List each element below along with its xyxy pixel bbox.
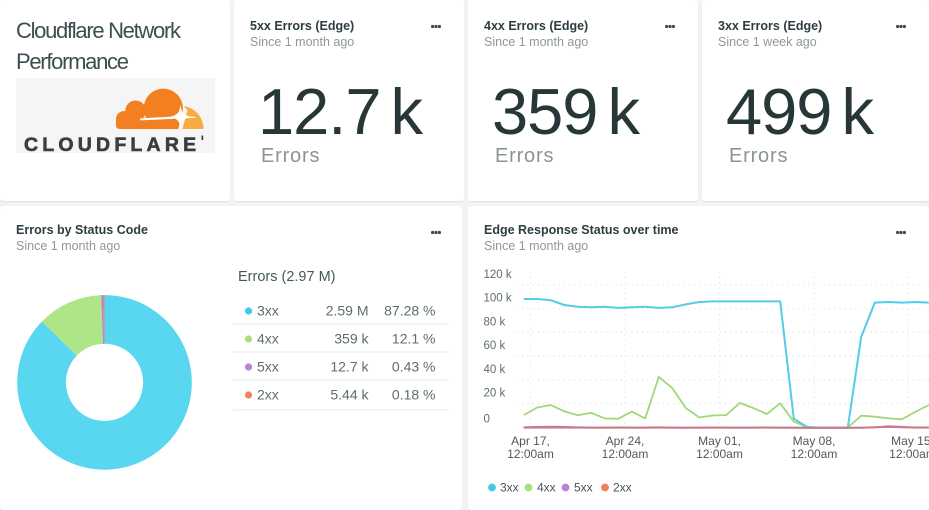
svg-text:4xx: 4xx [257,331,279,347]
svg-text:2xx: 2xx [257,387,279,403]
svg-text:May 08,: May 08, [793,434,836,448]
svg-text:12:00am: 12:00am [696,447,743,461]
svg-text:12:00am: 12:00am [889,447,929,461]
svg-text:4xx: 4xx [537,481,556,495]
svg-text:0: 0 [484,414,490,426]
svg-text:Errors (2.97 M): Errors (2.97 M) [238,269,336,285]
svg-text:120 k: 120 k [484,269,512,281]
svg-text:359 k: 359 k [334,331,369,347]
svg-text:87.28 %: 87.28 % [384,303,435,319]
svg-text:80 k: 80 k [484,316,506,328]
svg-text:May 15,: May 15, [891,434,929,448]
svg-text:5xx: 5xx [257,359,279,375]
svg-text:40 k: 40 k [484,364,506,376]
svg-text:Apr 24,: Apr 24, [606,434,645,448]
svg-text:CLOUDFLARE: CLOUDFLARE [24,134,200,154]
svg-text:20 k: 20 k [484,388,506,400]
svg-text:12:00am: 12:00am [602,447,649,461]
svg-text:3xx: 3xx [257,303,279,319]
svg-text:12:00am: 12:00am [791,447,838,461]
svg-text:5.44 k: 5.44 k [330,387,369,403]
svg-text:Apr 17,: Apr 17, [511,434,550,448]
svg-text:12.7 k: 12.7 k [330,359,369,375]
svg-text:0.43 %: 0.43 % [392,359,436,375]
svg-text:60 k: 60 k [484,340,506,352]
svg-text:2xx: 2xx [613,481,632,495]
svg-text:0.18 %: 0.18 % [392,387,436,403]
svg-text:3xx: 3xx [500,481,519,495]
svg-text:May 01,: May 01, [698,434,741,448]
svg-text:2.59 M: 2.59 M [326,303,369,319]
svg-text:12:00am: 12:00am [507,447,554,461]
svg-text:100 k: 100 k [484,293,512,305]
svg-text:5xx: 5xx [574,481,593,495]
svg-text:12.1 %: 12.1 % [392,331,436,347]
